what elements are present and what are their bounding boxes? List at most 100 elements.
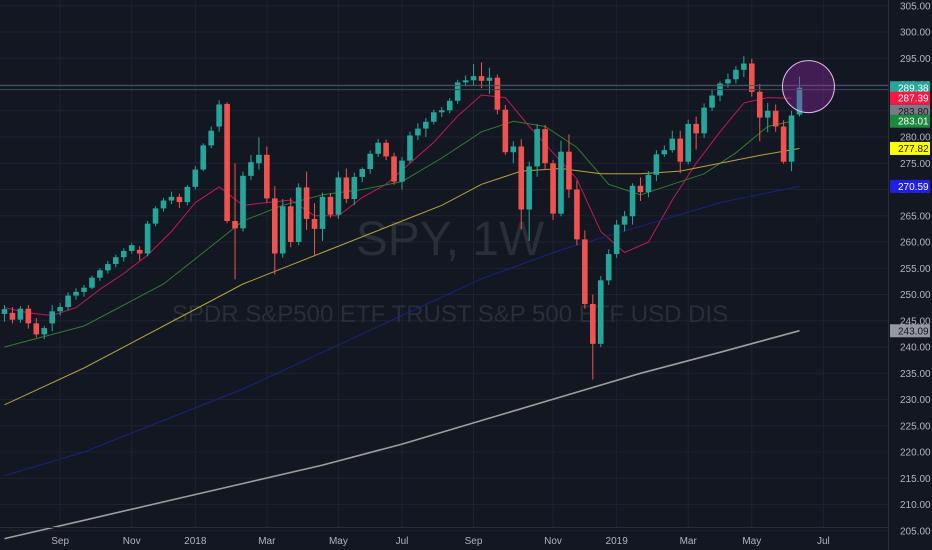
candle-body[interactable] bbox=[645, 174, 652, 193]
candle-body[interactable] bbox=[486, 77, 493, 81]
candle-body[interactable] bbox=[566, 151, 572, 190]
candle-body[interactable] bbox=[33, 323, 40, 335]
candle-body[interactable] bbox=[590, 303, 596, 344]
candle-body[interactable] bbox=[327, 196, 334, 215]
candle-body[interactable] bbox=[796, 87, 803, 115]
candle-body[interactable] bbox=[399, 160, 405, 182]
candle-body[interactable] bbox=[152, 208, 159, 224]
candle-body[interactable] bbox=[693, 123, 699, 134]
candle-body[interactable] bbox=[653, 154, 660, 175]
candlestick-series[interactable] bbox=[1, 56, 803, 380]
candle-body[interactable] bbox=[756, 91, 763, 118]
candle-body[interactable] bbox=[319, 196, 326, 229]
candle-body[interactable] bbox=[160, 200, 167, 209]
candle-body[interactable] bbox=[597, 280, 604, 344]
candle-body[interactable] bbox=[391, 156, 397, 182]
candle-body[interactable] bbox=[383, 142, 389, 157]
candle-body[interactable] bbox=[542, 129, 548, 164]
candle-body[interactable] bbox=[49, 311, 55, 324]
candle-body[interactable] bbox=[303, 187, 310, 219]
candle-body[interactable] bbox=[526, 166, 532, 210]
candle-body[interactable] bbox=[558, 151, 564, 214]
candle-body[interactable] bbox=[534, 129, 540, 167]
candle-body[interactable] bbox=[415, 128, 421, 136]
candle-body[interactable] bbox=[423, 121, 429, 129]
candle-body[interactable] bbox=[105, 264, 111, 271]
candle-body[interactable] bbox=[669, 138, 676, 151]
candle-body[interactable] bbox=[478, 76, 485, 81]
candle-body[interactable] bbox=[176, 196, 183, 203]
candle-body[interactable] bbox=[295, 187, 302, 242]
candle-body[interactable] bbox=[41, 328, 48, 335]
candle-body[interactable] bbox=[629, 185, 636, 217]
candle-body[interactable] bbox=[701, 107, 707, 134]
candle-body[interactable] bbox=[494, 77, 501, 110]
candle-body[interactable] bbox=[200, 145, 207, 170]
candle-body[interactable] bbox=[518, 146, 525, 210]
candle-body[interactable] bbox=[232, 221, 238, 229]
candle-body[interactable] bbox=[73, 291, 79, 296]
candle-body[interactable] bbox=[9, 312, 16, 320]
candle-body[interactable] bbox=[574, 189, 580, 240]
candle-body[interactable] bbox=[621, 216, 628, 225]
candle-body[interactable] bbox=[550, 163, 556, 214]
candle-body[interactable] bbox=[113, 257, 119, 265]
candle-body[interactable] bbox=[764, 110, 771, 118]
candle-body[interactable] bbox=[120, 250, 127, 258]
candle-body[interactable] bbox=[613, 224, 620, 255]
candle-body[interactable] bbox=[192, 169, 199, 187]
candle-body[interactable] bbox=[677, 138, 684, 162]
candle-body[interactable] bbox=[359, 169, 366, 177]
candle-body[interactable] bbox=[311, 218, 318, 229]
candle-body[interactable] bbox=[780, 126, 787, 162]
candle-body[interactable] bbox=[65, 295, 71, 308]
candle-body[interactable] bbox=[287, 206, 294, 242]
candle-body[interactable] bbox=[470, 76, 477, 81]
candle-body[interactable] bbox=[605, 254, 612, 281]
candle-body[interactable] bbox=[279, 206, 286, 254]
candle-body[interactable] bbox=[725, 79, 731, 84]
candle-body[interactable] bbox=[749, 63, 755, 92]
candle-body[interactable] bbox=[351, 176, 358, 199]
candle-body[interactable] bbox=[136, 249, 143, 254]
candle-body[interactable] bbox=[128, 245, 135, 251]
candle-body[interactable] bbox=[454, 82, 461, 101]
candle-body[interactable] bbox=[709, 95, 715, 108]
candle-body[interactable] bbox=[248, 162, 254, 176]
candle-body[interactable] bbox=[25, 308, 32, 324]
candle-body[interactable] bbox=[256, 154, 262, 164]
candle-body[interactable] bbox=[438, 110, 445, 113]
candle-body[interactable] bbox=[582, 239, 588, 304]
candle-body[interactable] bbox=[772, 110, 779, 127]
candle-body[interactable] bbox=[375, 142, 381, 154]
candle-body[interactable] bbox=[502, 109, 509, 153]
candle-body[interactable] bbox=[462, 80, 469, 83]
candle-body[interactable] bbox=[367, 153, 373, 170]
candle-body[interactable] bbox=[335, 177, 342, 215]
candle-body[interactable] bbox=[57, 307, 63, 312]
candle-body[interactable] bbox=[89, 277, 95, 288]
candle-body[interactable] bbox=[637, 185, 644, 193]
candle-body[interactable] bbox=[168, 196, 175, 201]
candle-body[interactable] bbox=[208, 130, 214, 146]
candle-body[interactable] bbox=[272, 198, 278, 254]
candle-body[interactable] bbox=[216, 104, 222, 127]
time-axis[interactable]: Sep Nov 2018 Mar May Jul Sep Nov 2019 Mar May Jul bbox=[0, 527, 888, 548]
candle-body[interactable] bbox=[184, 186, 191, 203]
candle-body[interactable] bbox=[733, 69, 739, 80]
candle-body[interactable] bbox=[407, 135, 413, 161]
candle-body[interactable] bbox=[343, 177, 350, 199]
candle-body[interactable] bbox=[741, 63, 747, 70]
candle-body[interactable] bbox=[240, 175, 246, 229]
candle-body[interactable] bbox=[17, 308, 24, 320]
candle-body[interactable] bbox=[685, 123, 691, 162]
candle-body[interactable] bbox=[97, 270, 103, 278]
candle-body[interactable] bbox=[1, 309, 8, 314]
candle-body[interactable] bbox=[224, 103, 230, 221]
candle-body[interactable] bbox=[81, 287, 87, 292]
candle-body[interactable] bbox=[264, 154, 270, 199]
candle-body[interactable] bbox=[144, 223, 151, 254]
candle-body[interactable] bbox=[788, 115, 795, 162]
